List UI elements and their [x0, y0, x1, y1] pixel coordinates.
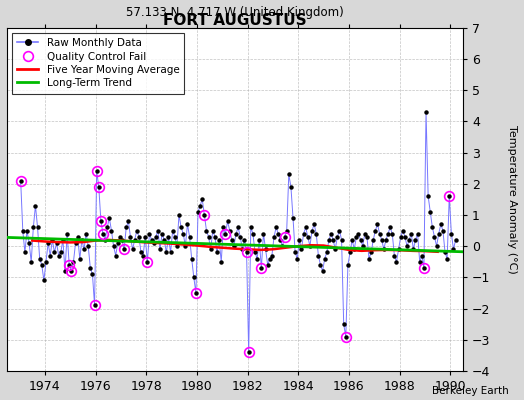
- Legend: Raw Monthly Data, Quality Control Fail, Five Year Moving Average, Long-Term Tren: Raw Monthly Data, Quality Control Fail, …: [12, 33, 184, 94]
- Y-axis label: Temperature Anomaly (°C): Temperature Anomaly (°C): [507, 125, 517, 274]
- Title: FORT AUGUSTUS: FORT AUGUSTUS: [163, 13, 307, 28]
- Text: Berkeley Earth: Berkeley Earth: [432, 386, 508, 396]
- Text: 57.133 N, 4.717 W (United Kingdom): 57.133 N, 4.717 W (United Kingdom): [126, 6, 344, 19]
